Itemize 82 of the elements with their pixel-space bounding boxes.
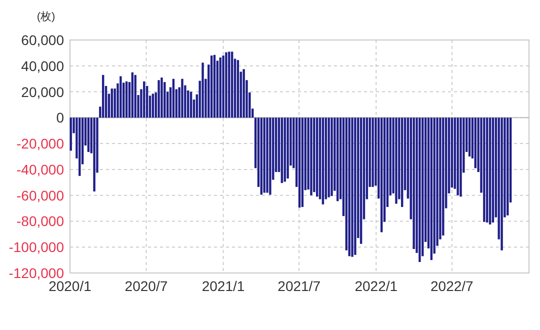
x-tick-label: 2022/1 xyxy=(354,278,398,294)
x-tick-label: 2021/1 xyxy=(202,278,245,294)
bar xyxy=(266,118,268,193)
bar xyxy=(316,118,318,197)
y-tick-label: -60,000 xyxy=(16,187,64,204)
bar xyxy=(158,80,160,118)
bar xyxy=(230,52,234,118)
bar xyxy=(125,81,128,118)
y-tick-label: 40,000 xyxy=(21,58,64,74)
bar xyxy=(260,118,262,195)
bar xyxy=(483,118,486,222)
bar xyxy=(160,78,163,118)
bar xyxy=(102,74,104,118)
y-tick-label: -100,000 xyxy=(8,239,64,256)
bar xyxy=(412,118,415,250)
bar xyxy=(286,118,289,179)
bar xyxy=(460,118,462,197)
bar xyxy=(313,118,316,192)
bar xyxy=(222,56,224,118)
bar xyxy=(120,76,122,118)
bar xyxy=(456,118,459,196)
bar xyxy=(492,118,494,223)
bar xyxy=(301,118,304,207)
bar xyxy=(284,118,286,182)
bar xyxy=(181,78,184,118)
bar xyxy=(131,72,134,118)
bar xyxy=(322,118,324,204)
y-tick-label: 60,000 xyxy=(21,32,64,48)
bar xyxy=(70,118,72,151)
x-tick-label: 2022/7 xyxy=(430,278,474,294)
bar xyxy=(506,118,509,216)
bar xyxy=(360,118,362,244)
bar xyxy=(263,118,266,193)
bar xyxy=(269,118,272,195)
bar xyxy=(213,54,216,118)
bar xyxy=(134,74,136,118)
y-tick-label: -120,000 xyxy=(8,265,64,281)
bar xyxy=(430,118,433,260)
x-tick-label: 2020/1 xyxy=(48,278,92,294)
bar xyxy=(336,118,339,202)
bar xyxy=(372,118,374,187)
bar xyxy=(236,60,240,118)
bar xyxy=(330,118,333,196)
bar xyxy=(474,118,476,168)
bar xyxy=(225,52,228,118)
bar xyxy=(298,118,301,208)
bar xyxy=(110,88,113,118)
y-tick-label: -80,000 xyxy=(16,213,64,230)
bar xyxy=(78,118,81,176)
bar xyxy=(418,118,421,262)
bar xyxy=(395,118,398,204)
bar xyxy=(468,118,471,156)
y-tick-label: 0 xyxy=(56,110,64,126)
y-tick-label: -40,000 xyxy=(16,161,64,178)
y-tick-label: 20,000 xyxy=(21,84,64,100)
bar xyxy=(143,81,146,118)
x-tick-label: 2021/7 xyxy=(278,278,321,294)
x-tick-label: 2020/7 xyxy=(124,278,168,294)
bar xyxy=(219,57,222,118)
bar xyxy=(348,118,350,256)
bar xyxy=(146,86,148,118)
bar xyxy=(488,118,492,224)
bar xyxy=(172,78,175,118)
bar xyxy=(354,118,356,255)
bar xyxy=(351,118,354,257)
bar xyxy=(242,69,245,118)
bar xyxy=(93,118,96,192)
bar xyxy=(280,118,284,184)
y-axis-title: (枚) xyxy=(36,11,56,23)
bar xyxy=(310,118,312,196)
bar xyxy=(486,118,488,223)
bar xyxy=(228,52,230,118)
bar xyxy=(210,56,213,118)
bar xyxy=(500,118,503,250)
bar xyxy=(442,118,444,236)
bar xyxy=(202,62,204,118)
bar xyxy=(87,118,90,152)
y-tick-label: -20,000 xyxy=(16,136,64,152)
bar xyxy=(401,118,404,207)
bar xyxy=(328,118,330,198)
bar xyxy=(380,118,383,232)
bar xyxy=(152,94,154,118)
